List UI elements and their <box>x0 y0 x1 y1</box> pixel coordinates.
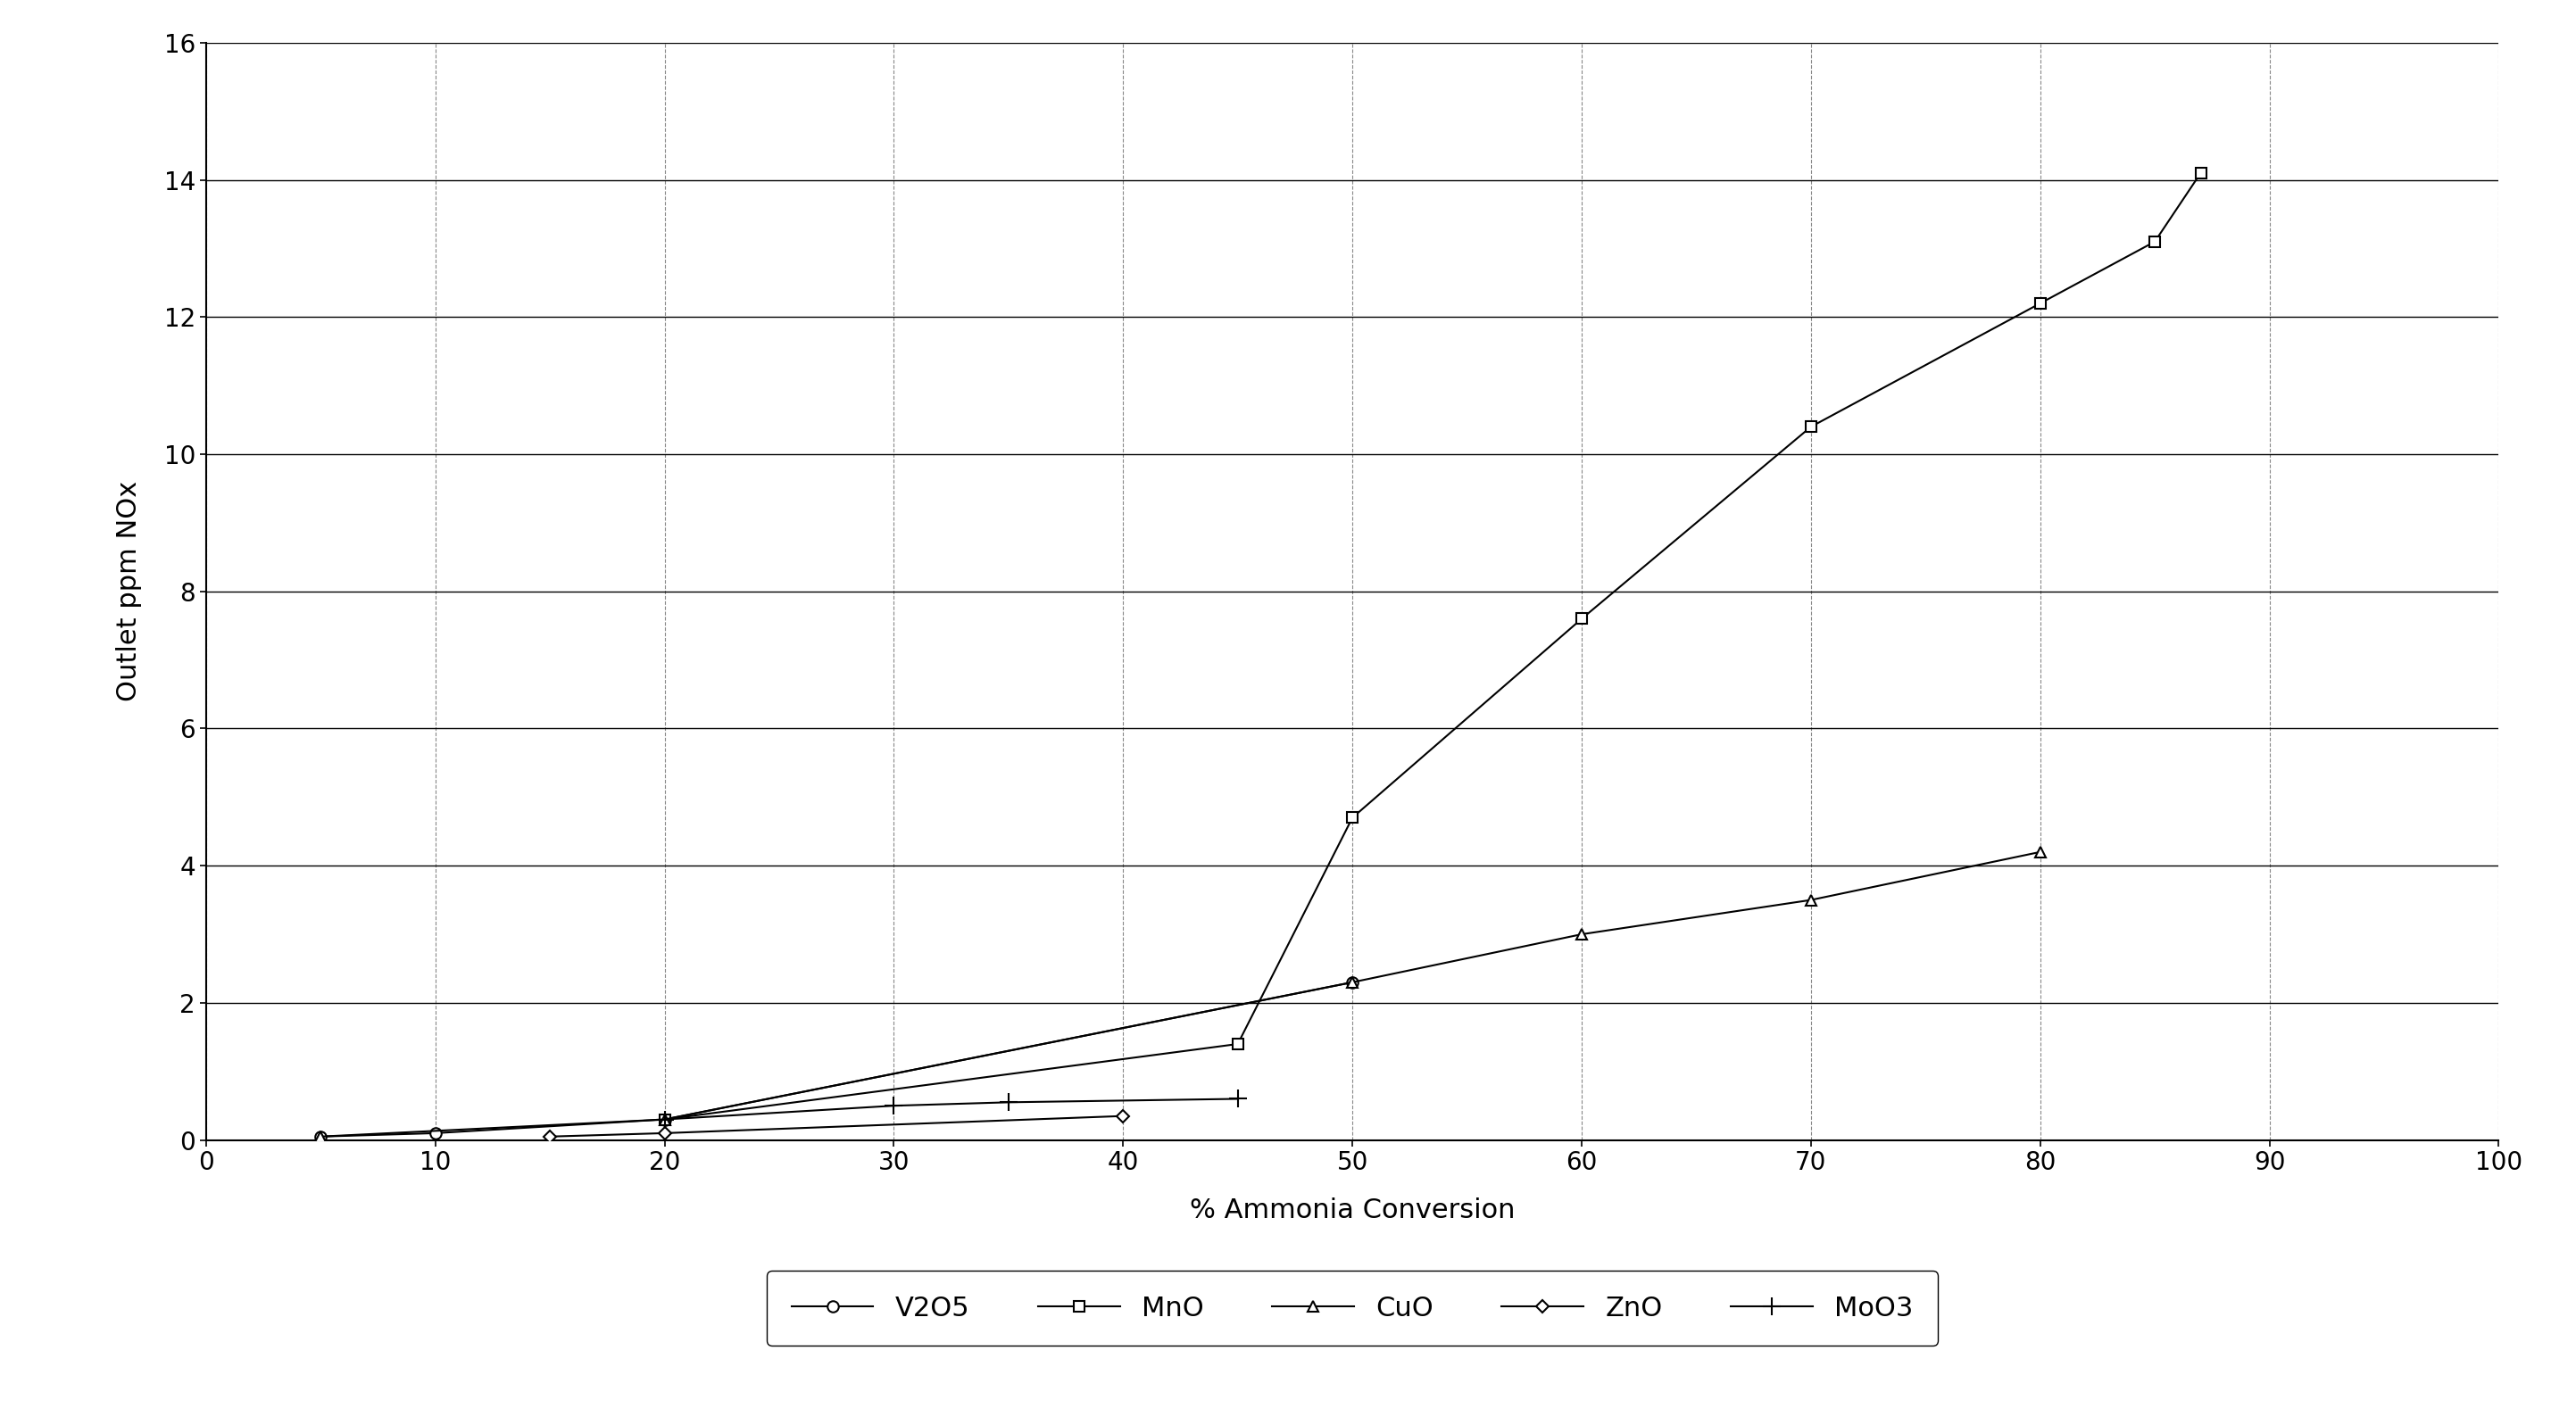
X-axis label: % Ammonia Conversion: % Ammonia Conversion <box>1190 1198 1515 1224</box>
Y-axis label: Outlet ppm NOx: Outlet ppm NOx <box>116 482 142 701</box>
Legend: V2O5, MnO, CuO, ZnO, MoO3: V2O5, MnO, CuO, ZnO, MoO3 <box>768 1271 1937 1345</box>
